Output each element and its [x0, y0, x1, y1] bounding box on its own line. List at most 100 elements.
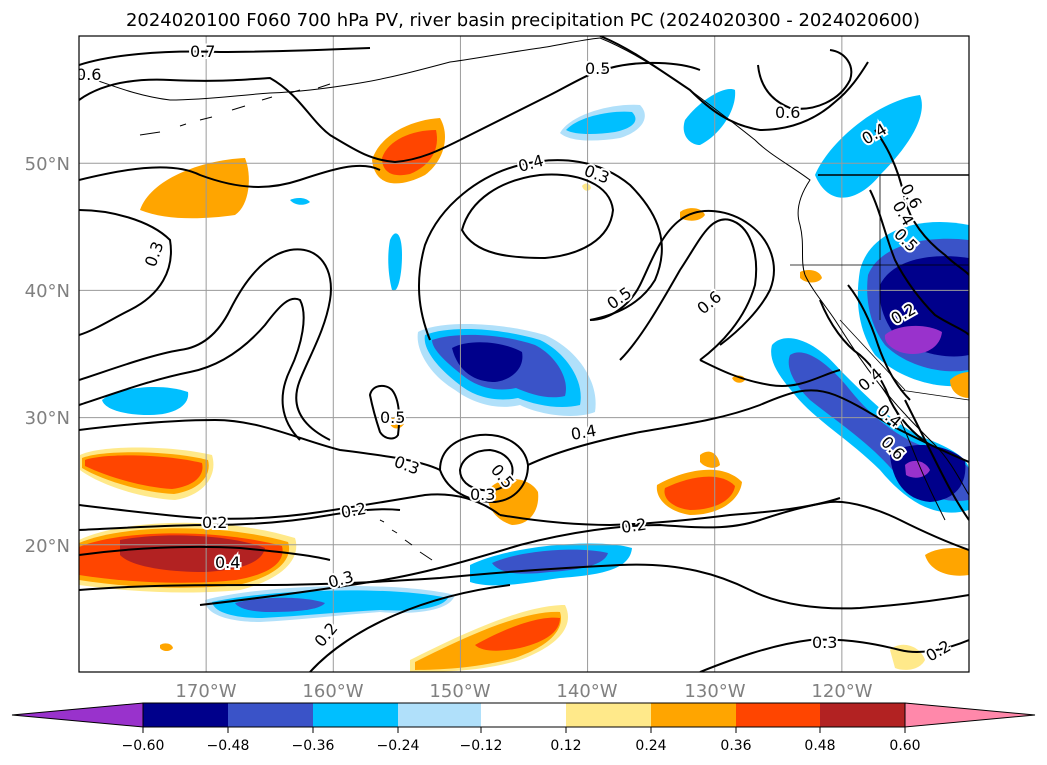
- precip-patch: [950, 372, 969, 398]
- colorbar-tick-label: −0.24: [377, 738, 420, 754]
- precip-patch: [160, 643, 173, 651]
- colorbar-tick-label: 0.24: [635, 738, 666, 754]
- pv-contour: [79, 76, 461, 164]
- precip-patch: [475, 617, 560, 651]
- contour-label: 0.5: [380, 408, 405, 427]
- precip-patch: [290, 197, 310, 205]
- contour-label: 0.6: [76, 65, 101, 84]
- pv-contour: [757, 49, 853, 110]
- map-area: 0.7 0.6 0.5 0.6 0.4 0.3 0.4 0.6 0.3 0.4 …: [76, 36, 969, 672]
- colorbar-tick-label: 0.12: [550, 738, 581, 754]
- pv-contour: [460, 173, 615, 260]
- pv-contour: [599, 36, 869, 132]
- precipitation-shading: [79, 89, 969, 672]
- border-states: [790, 175, 969, 401]
- lon-label: 170°W: [175, 681, 236, 702]
- pv-contour: [847, 284, 911, 401]
- pv-contour: [79, 248, 332, 441]
- pv-contours: [79, 36, 969, 672]
- colorbar-swatch: [820, 703, 905, 727]
- pv-contour: [499, 497, 841, 527]
- contour-label: 0.6: [775, 103, 800, 122]
- colorbar-tick-label: −0.60: [122, 738, 165, 754]
- precip-patch: [925, 547, 969, 576]
- colorbar-tick-label: −0.12: [460, 738, 503, 754]
- colorbar-extend-low: [11, 702, 144, 728]
- lon-label: 120°W: [811, 681, 872, 702]
- pv-contour: [199, 500, 969, 606]
- pv-contour: [619, 218, 758, 361]
- colorbar-tick-label: 0.48: [804, 738, 835, 754]
- colorbar-swatch: [398, 703, 481, 727]
- contour-label: 0.2: [620, 515, 648, 537]
- precip-patch: [452, 342, 523, 382]
- pv-contour: [79, 493, 501, 520]
- colorbar: −0.60 −0.48 −0.36 −0.24 −0.12 0.12 0.24 …: [11, 702, 1036, 754]
- contour-label: 0.5: [585, 59, 610, 78]
- colorbar-swatch: [481, 703, 566, 727]
- colorbar-tick-label: −0.48: [207, 738, 250, 754]
- lon-label: 160°W: [302, 681, 363, 702]
- colorbar-frame: [142, 702, 906, 728]
- coastline-alaska: [79, 37, 601, 101]
- lat-label: 20°N: [25, 536, 70, 557]
- precip-patch: [487, 478, 539, 525]
- pv-contour: [309, 584, 511, 672]
- precip-patch: [884, 325, 942, 354]
- coastline-aleutians: [139, 83, 331, 136]
- lat-label: 30°N: [25, 408, 70, 429]
- pv-contour: [699, 359, 841, 387]
- pv-contour: [368, 384, 401, 440]
- pv-contour: [527, 389, 969, 466]
- pv-contour: [874, 129, 969, 276]
- precip-patch: [382, 130, 437, 176]
- contour-label: 0.2: [202, 513, 227, 532]
- precip-patch: [140, 158, 249, 219]
- colorbar-swatch: [566, 703, 651, 727]
- precip-patch: [905, 460, 930, 478]
- precip-patch: [102, 386, 189, 415]
- map-title: 2024020100 F060 700 hPa PV, river basin …: [126, 10, 920, 31]
- pv-contour: [79, 47, 371, 66]
- latitude-labels: 50°N 40°N 30°N 20°N: [25, 154, 70, 557]
- pv-contour: [904, 399, 969, 521]
- precip-patch: [664, 476, 735, 510]
- lon-label: 140°W: [556, 681, 617, 702]
- colorbar-tick-label: −0.36: [292, 738, 335, 754]
- colorbar-swatch: [313, 703, 398, 727]
- contour-label: 0.7: [190, 42, 215, 61]
- pv-contour: [79, 545, 331, 561]
- coastline-hawaii: [379, 519, 433, 561]
- colorbar-swatch: [651, 703, 736, 727]
- colorbar-swatch: [143, 703, 228, 727]
- lon-label: 150°W: [429, 681, 490, 702]
- contour-label: 0.4: [569, 421, 597, 444]
- colorbar-swatch: [736, 703, 820, 727]
- pv-contour: [417, 159, 663, 341]
- pv-contour: [819, 299, 931, 446]
- precip-patch: [683, 89, 736, 145]
- pv-contour: [79, 563, 969, 610]
- pv-contour: [869, 189, 969, 336]
- contour-label: 0.4: [215, 553, 240, 572]
- colorbar-extend-high: [904, 702, 1036, 728]
- lat-label: 50°N: [25, 154, 70, 175]
- precip-patch: [235, 597, 325, 612]
- pv-contour: [79, 164, 381, 188]
- pv-contour: [79, 508, 401, 531]
- contour-label: 0.3: [812, 633, 837, 652]
- precip-patch: [388, 233, 402, 291]
- colorbar-tick-label: 0.60: [889, 738, 920, 754]
- colorbar-ticks: [142, 727, 906, 733]
- precip-patch: [582, 183, 591, 191]
- contour-label: 0.3: [470, 485, 495, 504]
- precip-patch: [85, 455, 203, 489]
- precip-patch: [800, 270, 822, 283]
- pv-contour: [79, 418, 441, 471]
- colorbar-tick-label: 0.36: [720, 738, 751, 754]
- precip-patch: [390, 416, 404, 429]
- precip-patch: [566, 111, 636, 135]
- pv-contour: [79, 297, 305, 441]
- pv-contour: [458, 448, 514, 492]
